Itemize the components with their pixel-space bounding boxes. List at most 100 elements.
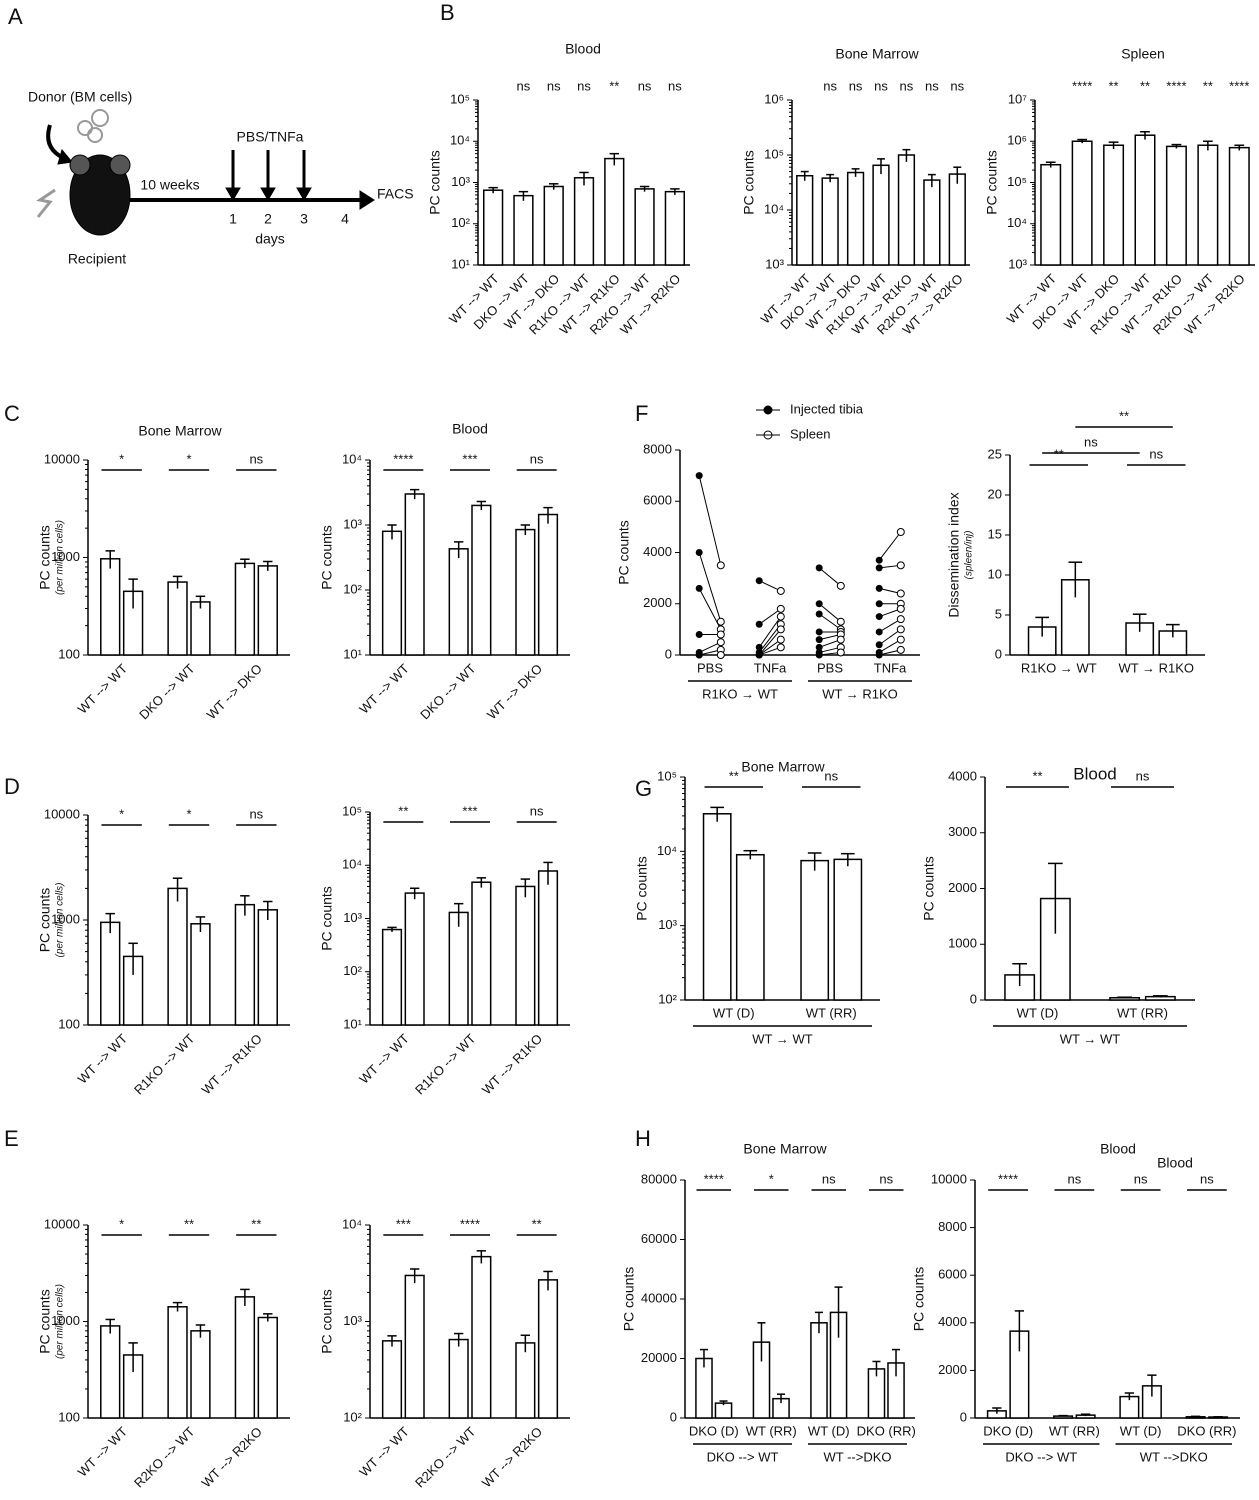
significance: **	[1109, 78, 1119, 93]
significance: ns	[879, 1171, 893, 1186]
x-tick-label: WT --> R2KO	[479, 1424, 545, 1490]
y-tick-label: 10⁶	[1007, 133, 1027, 148]
y-tick-label: 10¹	[451, 256, 470, 271]
y-tick-label: 10⁶	[764, 91, 784, 106]
bar	[513, 194, 534, 266]
point	[695, 651, 703, 659]
y-tick-label: 10²	[343, 1409, 362, 1424]
bar	[515, 885, 536, 1026]
significance: ns	[900, 78, 914, 93]
bar	[833, 858, 863, 1001]
bar	[448, 1338, 469, 1419]
y-tick-label: 2000	[938, 1362, 967, 1377]
x-tick-label: DKO (RR)	[857, 1423, 916, 1438]
significance: **	[184, 1216, 194, 1231]
significance: ns	[950, 78, 964, 93]
bar	[537, 870, 559, 1026]
y-axis-label: Dissemination index	[946, 492, 962, 617]
bar	[800, 859, 830, 1001]
y-axis-note: (per million cells)	[55, 520, 66, 595]
y-axis-label: PC counts	[319, 1289, 335, 1354]
significance: **	[1054, 446, 1064, 461]
x-tick-label: WT (D)	[713, 1005, 755, 1020]
significance: *	[769, 1171, 774, 1186]
y-tick-label: 10³	[451, 174, 470, 189]
point	[695, 584, 703, 592]
x-tick-label: DKO (D)	[983, 1423, 1033, 1438]
y-tick-label: 10³	[658, 917, 677, 932]
label: 4	[341, 211, 349, 227]
y-axis-label: PC counts	[37, 525, 53, 590]
bar	[234, 562, 256, 656]
x-tick-label: DKO --> WT	[136, 661, 197, 722]
y-tick-label: 80000	[641, 1171, 677, 1186]
significance: *	[119, 451, 124, 466]
y-tick-label: 2000	[643, 595, 672, 610]
pair-line	[758, 629, 782, 656]
bar	[1071, 140, 1093, 266]
cell	[87, 127, 103, 143]
y-tick-label: 6000	[938, 1267, 967, 1282]
legend-label: Spleen	[790, 426, 830, 441]
bar	[190, 923, 211, 1026]
x-tick-label: WT (D)	[1120, 1423, 1162, 1438]
y-tick-label: 10²	[658, 991, 677, 1006]
significance: *	[119, 1216, 124, 1231]
x-tick-label: DKO (D)	[689, 1423, 739, 1438]
y-tick-label: 1000	[51, 1313, 80, 1328]
significance: ns	[517, 78, 531, 93]
point	[875, 556, 883, 564]
y-tick-label: 0	[970, 991, 977, 1006]
point	[875, 651, 883, 659]
significance: ns	[823, 78, 837, 93]
bar	[167, 1306, 188, 1419]
significance: **	[1140, 78, 1150, 93]
chart-title: Bone Marrow	[741, 759, 825, 775]
x-tick-label: PBS	[697, 660, 723, 675]
y-tick-label: 10⁵	[342, 803, 362, 818]
bar	[257, 909, 278, 1026]
significance: **	[1203, 78, 1213, 93]
bar	[381, 928, 403, 1026]
point	[695, 472, 703, 480]
bar	[381, 1340, 403, 1419]
significance: ns	[249, 806, 263, 821]
bar	[257, 1316, 278, 1419]
significance: ns	[1068, 1171, 1082, 1186]
y-axis-label: PC counts	[984, 150, 1000, 215]
x-tick-label: WT --> WT	[356, 1424, 412, 1480]
panel-label: D	[4, 774, 20, 799]
y-tick-label: 10000	[44, 451, 80, 466]
bar	[1040, 163, 1062, 266]
point	[896, 645, 905, 654]
point	[815, 600, 823, 608]
y-tick-label: 10¹	[343, 646, 362, 661]
chart-title: Blood	[565, 41, 601, 57]
point	[896, 528, 905, 536]
pair-line	[878, 618, 902, 633]
y-axis-label: PC counts	[37, 888, 53, 953]
pair-line	[758, 639, 782, 656]
pair-line	[698, 475, 722, 566]
significance: ns	[668, 78, 682, 93]
x-tick-label: WT (D)	[1017, 1005, 1059, 1020]
y-tick-label: 10³	[343, 1313, 362, 1328]
bar	[1228, 146, 1250, 266]
x-tick-label: WT --> WT	[356, 661, 412, 717]
significance: ****	[393, 451, 413, 466]
y-tick-label: 4000	[938, 1314, 967, 1329]
bar	[1103, 144, 1125, 266]
y-axis-label: PC counts	[921, 856, 937, 921]
x-tick-label: WT (RR)	[746, 1423, 797, 1438]
group-label: DKO --> WT	[707, 1449, 779, 1464]
y-tick-label: 8000	[643, 441, 672, 456]
arrowhead	[359, 190, 375, 210]
x-tick-label: R1KO → WT	[1021, 660, 1097, 675]
y-tick-label: 0	[670, 1409, 677, 1424]
y-tick-label: 20	[988, 486, 1002, 501]
bar	[543, 185, 564, 266]
bar	[872, 164, 890, 266]
x-tick-label: WT --> WT	[75, 1424, 131, 1480]
y-tick-label: 10³	[765, 256, 784, 271]
bar	[190, 1330, 211, 1419]
